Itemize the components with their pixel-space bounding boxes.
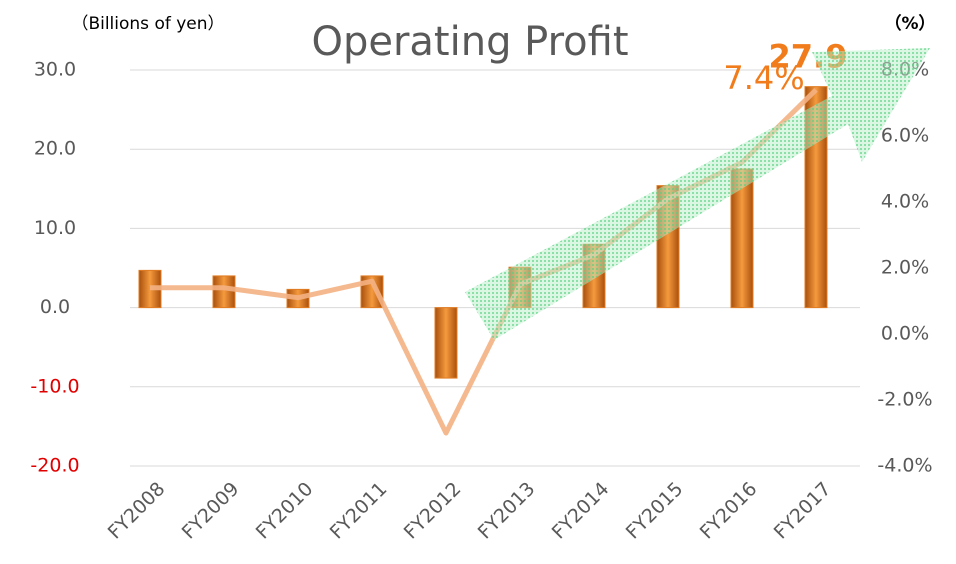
y2-tick-label: -2.0% [877, 389, 932, 411]
x-tick-label: FY2016 [696, 478, 762, 544]
y2-tick-label: 2.0% [881, 257, 929, 279]
x-tick-label: FY2014 [548, 478, 614, 544]
y2-tick-label: -4.0% [877, 455, 932, 477]
y-tick-label: -20.0 [30, 455, 79, 477]
x-tick-label: FY2017 [770, 478, 836, 544]
bar [212, 275, 236, 309]
line [150, 88, 818, 436]
y2-tick-label: 4.0% [881, 191, 929, 213]
x-tick-label: FY2013 [474, 478, 540, 544]
y-tick-label: 0.0 [40, 296, 70, 318]
x-tick-label: FY2015 [622, 478, 688, 544]
y-axis-label: （Billions of yen） [71, 14, 224, 34]
chart-title: Operating Profit [311, 19, 628, 65]
x-tick-label: FY2010 [252, 478, 318, 544]
y-tick-label: -10.0 [30, 375, 79, 397]
x-tick-label: FY2011 [326, 478, 392, 544]
y-tick-label: 20.0 [34, 138, 76, 160]
x-tick-label: FY2012 [400, 478, 466, 544]
x-tick-label: FY2008 [104, 478, 170, 544]
y-tick-label: 10.0 [34, 217, 76, 239]
y2-tick-label: 0.0% [881, 323, 929, 345]
y2-tick-label: 6.0% [881, 125, 929, 147]
bar [434, 307, 458, 379]
y-tick-label: 30.0 [34, 59, 76, 81]
y2-axis-label: （%） [884, 13, 935, 34]
arrow [465, 48, 930, 340]
data-label: 7.4% [723, 59, 804, 97]
x-tick-label: FY2009 [178, 478, 244, 544]
trend-arrow [465, 48, 930, 340]
